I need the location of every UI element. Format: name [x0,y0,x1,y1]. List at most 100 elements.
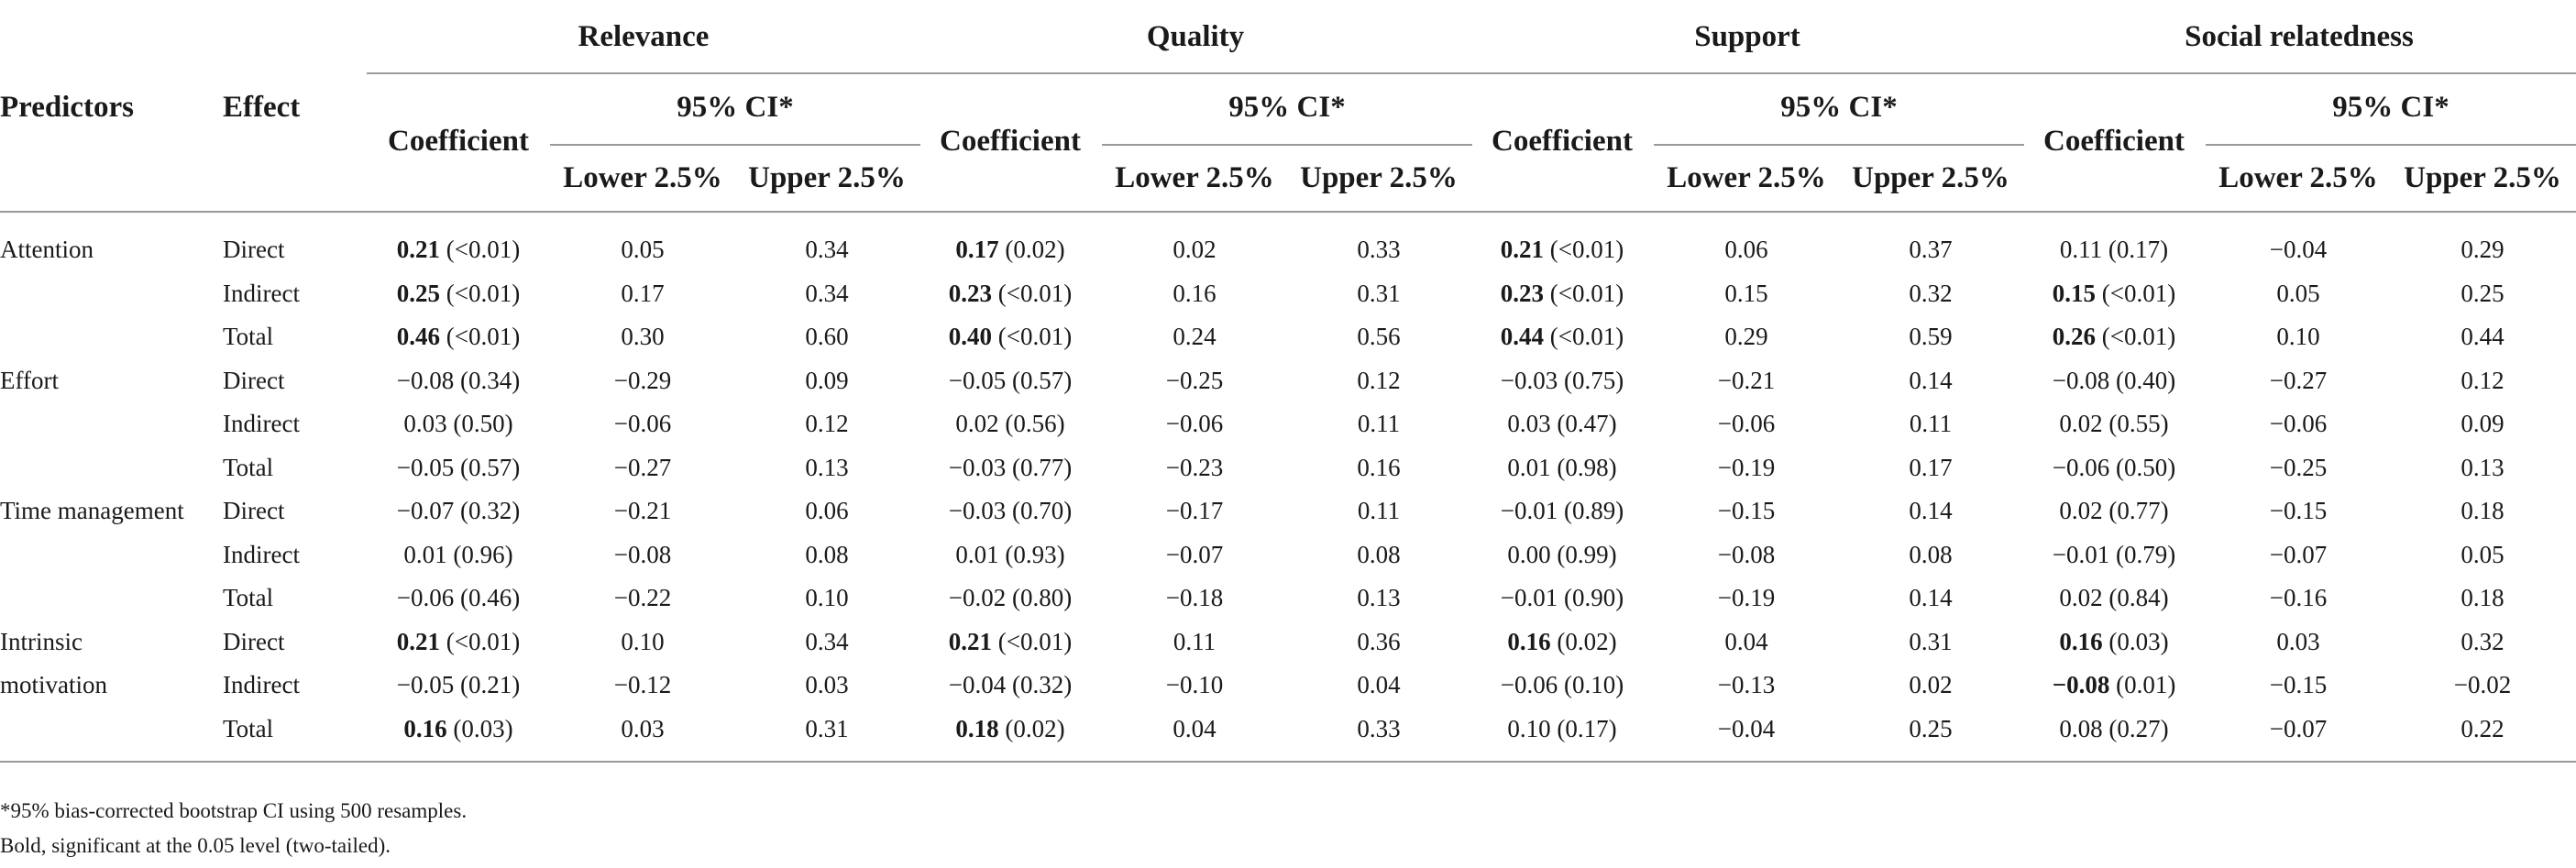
coefficient-cell: 0.26 (<0.01) [2022,324,2206,349]
p-value: (0.77) [2108,497,2169,524]
coefficient-value: 0.03 [403,410,447,437]
row-predictor: Attention [0,236,94,263]
ci-header: 95% CI* [1780,91,1898,124]
coefficient-value: 0.01 [403,540,447,568]
effect-header: Effect [223,91,301,124]
p-value: (0.99) [1557,540,1617,568]
coefficient-value: 0.21 [396,627,441,655]
ci-lower-cell: 0.30 [621,323,665,350]
p-value: (0.57) [1012,366,1073,394]
ci-upper-cell: 0.33 [1357,236,1401,263]
p-value: (0.90) [1564,584,1624,611]
coefficient-cell: 0.02 (0.56) [919,412,1102,436]
ci-lower-cell: −0.06 [1717,410,1776,437]
ci-upper-cell: 0.12 [1357,366,1401,394]
coefficient-value: −0.07 [396,497,455,524]
coefficient-cell: −0.03 (0.70) [919,499,1102,523]
coefficient-value: 0.25 [396,279,441,307]
ci-lower-cell: 0.16 [1172,279,1216,307]
ci-lower-cell: −0.07 [2269,714,2328,742]
coefficient-value: 0.02 [2059,410,2103,437]
coefficient-cell: −0.02 (0.80) [919,586,1102,610]
coefficient-value: 0.02 [2059,497,2103,524]
p-value: (<0.01) [446,236,521,263]
ci-upper-cell: 0.08 [1357,540,1401,568]
coefficient-cell: 0.44 (<0.01) [1470,324,1654,349]
ci-upper-cell: 0.11 [1357,410,1401,437]
coefficient-cell: 0.02 (0.55) [2022,412,2206,436]
p-value: (<0.01) [997,627,1073,655]
ci-lower-cell: −0.06 [1165,410,1224,437]
group-header-0: Relevance [578,20,710,53]
ci-upper-cell: 0.36 [1357,627,1401,655]
ci-lower-cell: −0.21 [613,497,672,524]
coefficient-value: 0.23 [948,279,993,307]
row-predictor: Time management [0,497,184,524]
coefficient-header: Coefficient [388,125,529,158]
coefficient-cell: 0.15 (<0.01) [2022,280,2206,306]
row-predictor: Effort [0,366,59,394]
coefficient-value: −0.03 [1500,366,1558,394]
coefficient-cell: −0.08 (0.01) [2022,673,2206,698]
coefficient-value: −0.05 [948,366,1007,394]
p-value: (0.75) [1564,366,1624,394]
coefficient-value: 0.46 [396,323,441,350]
p-value: (0.03) [2108,627,2169,655]
ci-lower-cell: 0.03 [2276,627,2320,655]
ci-upper-cell: 0.04 [1357,671,1401,698]
ci-lower-cell: 0.05 [621,236,665,263]
coefficient-value: 0.16 [1507,627,1551,655]
ci-lower-cell: 0.05 [2276,279,2320,307]
coefficient-cell: −0.06 (0.10) [1470,673,1654,698]
lower-header: Lower 2.5% [2218,161,2378,194]
coefficient-value: −0.06 [2052,453,2110,481]
upper-header: Upper 2.5% [2404,161,2561,194]
coefficient-value: 0.02 [2059,584,2103,611]
ci-upper-cell: 0.60 [805,323,849,350]
coefficient-cell: 0.21 (<0.01) [1470,237,1654,262]
coefficient-value: −0.08 [2052,671,2110,698]
coefficient-cell: 0.01 (0.98) [1470,455,1654,480]
ci-lower-cell: −0.12 [613,671,672,698]
p-value: (0.27) [2108,714,2169,742]
coefficient-cell: 0.23 (<0.01) [919,279,1102,307]
coefficient-value: 0.21 [948,627,993,655]
upper-header: Upper 2.5% [1852,161,2009,194]
row-effect: Indirect [223,410,300,437]
p-value: (0.56) [1005,410,1065,437]
ci-upper-cell: 0.08 [1909,540,1953,568]
coefficient-value: −0.01 [1500,497,1558,524]
ci-upper-cell: 0.11 [1909,410,1953,437]
coefficient-header: Coefficient [2043,125,2185,158]
rule-header-bottom [0,211,2576,213]
p-value: (0.93) [1005,540,1065,568]
ci-lower-cell: −0.15 [2269,497,2328,524]
p-value: (0.02) [1557,627,1617,655]
ci-upper-cell: −0.02 [2453,671,2512,698]
p-value: (<0.01) [1549,279,1624,307]
row-effect: Indirect [223,279,300,307]
coefficient-cell: −0.07 (0.32) [367,499,550,523]
ci-upper-cell: 0.31 [1357,279,1401,307]
ci-rule [1102,144,1472,146]
coefficient-cell: 0.25 (<0.01) [367,279,550,307]
ci-lower-cell: 0.24 [1172,323,1216,350]
ci-lower-cell: 0.15 [1724,279,1768,307]
ci-lower-cell: 0.10 [621,627,665,655]
ci-lower-cell: −0.27 [613,453,672,481]
ci-upper-cell: 0.10 [805,584,849,611]
p-value: (0.17) [2108,236,2169,263]
footnote-bold: Bold, significant at the 0.05 level (two… [0,834,391,857]
coefficient-value: −0.05 [396,671,455,698]
ci-upper-cell: 0.34 [805,279,849,307]
ci-upper-cell: 0.12 [2460,366,2504,394]
coefficient-cell: 0.10 (0.17) [1470,716,1654,742]
ci-lower-cell: −0.13 [1717,671,1776,698]
ci-upper-cell: 0.34 [805,236,849,263]
ci-lower-cell: 0.10 [2276,323,2320,350]
ci-upper-cell: 0.22 [2460,714,2504,742]
coefficient-value: −0.06 [1500,671,1558,698]
coefficient-cell: 0.01 (0.93) [919,540,1102,568]
coefficient-value: 0.17 [955,236,999,263]
ci-upper-cell: 0.25 [2460,279,2504,307]
